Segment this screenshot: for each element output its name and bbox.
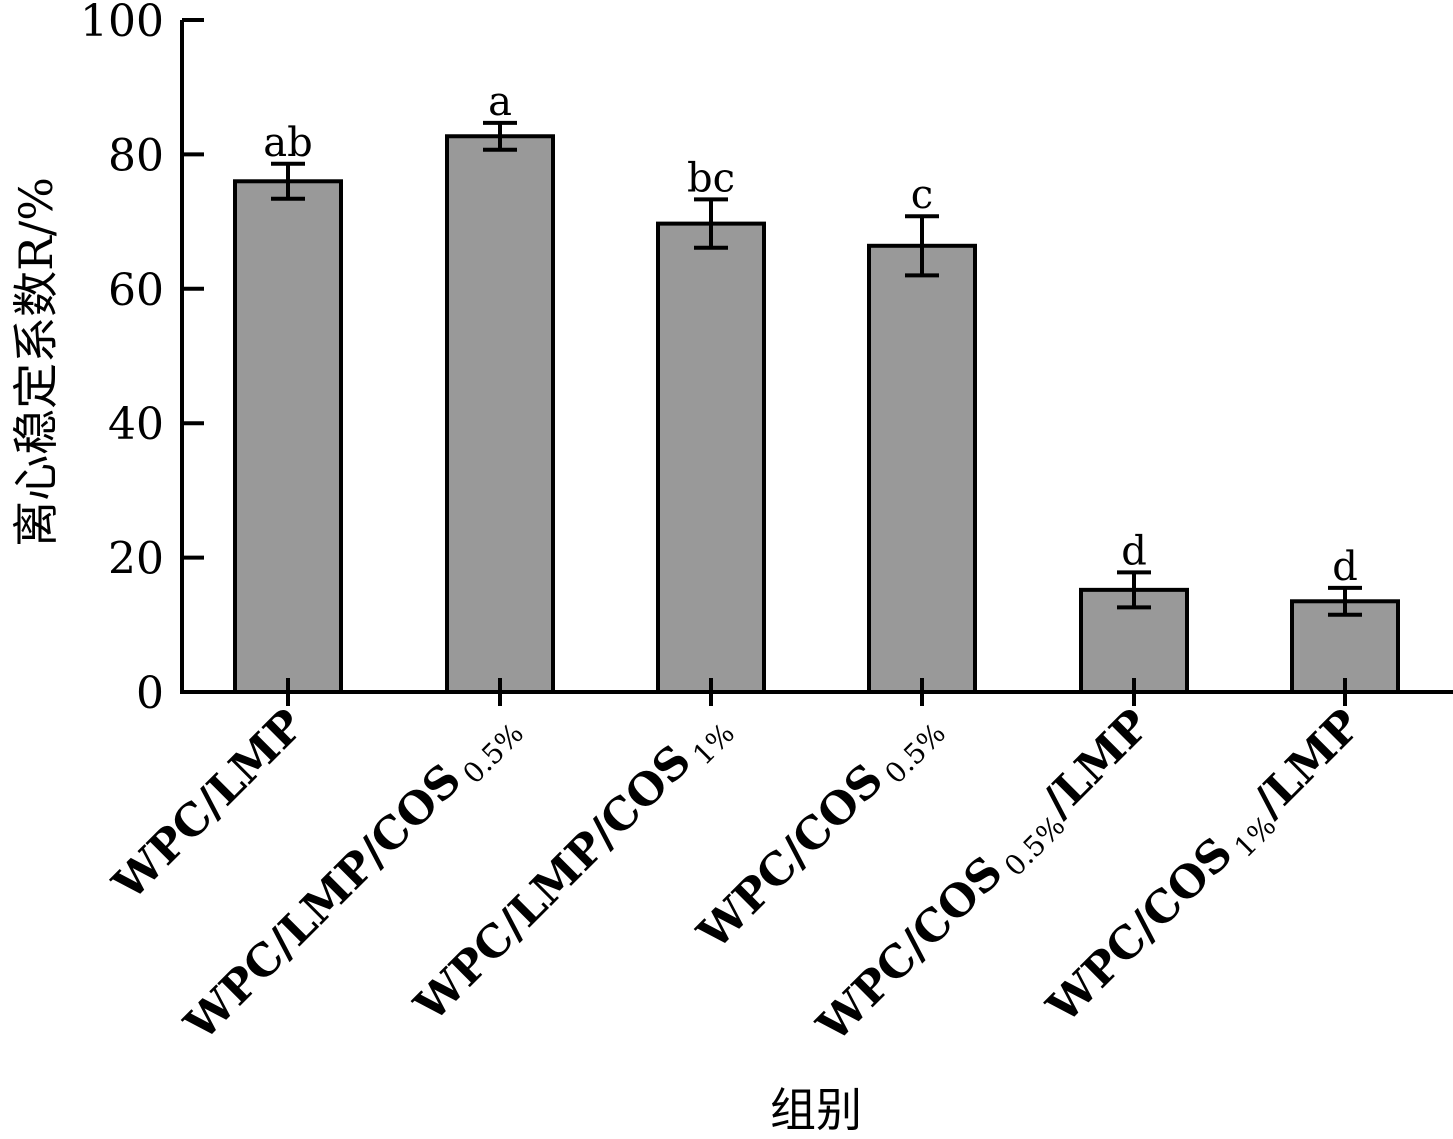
x-axis-title: 组别	[770, 1083, 862, 1137]
significance-label: a	[488, 79, 512, 125]
bar	[867, 243, 977, 695]
y-tick-label: 100	[80, 0, 164, 47]
x-tick-label-main: WPC/COS	[1037, 828, 1243, 1034]
x-tick-label: WPC/LMP	[103, 700, 314, 911]
x-tick-label-subscript: 0.5%	[456, 717, 530, 791]
x-tick-label-suffix: /LMP	[1033, 700, 1160, 827]
y-tick-label: 60	[108, 265, 164, 316]
bar	[445, 134, 555, 695]
bars-group	[233, 134, 1400, 695]
error-bars-group	[271, 120, 1362, 617]
y-tick-label: 80	[108, 130, 164, 181]
bar	[656, 221, 766, 694]
significance-label: bc	[687, 155, 735, 201]
significance-label: d	[1332, 544, 1358, 590]
y-tick-label: 20	[108, 534, 164, 585]
x-ticks-group	[286, 678, 1347, 706]
significance-labels-group: ab a bc c d d	[263, 79, 1358, 590]
y-tick-label: 40	[108, 399, 164, 450]
x-tick-label-main: WPC/COS	[688, 754, 894, 960]
x-tick-label-subscript: 1%	[686, 717, 741, 772]
significance-label: ab	[263, 120, 312, 166]
y-ticks-group: 0 20 40 60 80 100	[80, 0, 204, 719]
significance-label: d	[1121, 528, 1147, 574]
x-tick-label-main: WPC/COS	[807, 847, 1013, 1053]
x-tick-label-subscript: 0.5%	[998, 809, 1072, 883]
x-tick-label-main: WPC/LMP	[103, 700, 314, 911]
y-axis-title: 离心稳定系数R/%	[9, 177, 63, 547]
y-tick-label: 0	[136, 668, 164, 719]
x-tick-label-suffix: /LMP	[1244, 700, 1371, 827]
x-tick-label: WPC/COS0.5%/LMP	[807, 700, 1164, 1057]
x-tick-label: WPC/LMP/COS1%	[404, 700, 741, 1037]
x-tick-labels-group: WPC/LMPWPC/LMP/COS0.5%WPC/LMP/COS1%WPC/C…	[103, 700, 1371, 1057]
x-tick-label-subscript: 0.5%	[878, 717, 952, 791]
significance-label: c	[911, 172, 933, 218]
bar	[233, 179, 343, 694]
